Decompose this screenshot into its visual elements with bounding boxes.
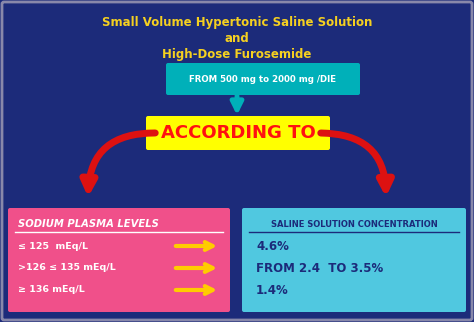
FancyBboxPatch shape xyxy=(242,208,466,312)
FancyBboxPatch shape xyxy=(8,208,230,312)
Text: >126 ≤ 135 mEq/L: >126 ≤ 135 mEq/L xyxy=(18,263,116,272)
Text: ≤ 125  mEq/L: ≤ 125 mEq/L xyxy=(18,242,88,251)
Text: and: and xyxy=(225,32,249,44)
Text: ≥ 136 mEq/L: ≥ 136 mEq/L xyxy=(18,286,85,295)
FancyBboxPatch shape xyxy=(166,63,360,95)
Text: High-Dose Furosemide: High-Dose Furosemide xyxy=(162,48,312,61)
Text: FROM 500 mg to 2000 mg /DIE: FROM 500 mg to 2000 mg /DIE xyxy=(190,74,337,83)
Text: ACCORDING TO: ACCORDING TO xyxy=(161,124,315,142)
Text: Small Volume Hypertonic Saline Solution: Small Volume Hypertonic Saline Solution xyxy=(102,15,372,29)
Text: SALINE SOLUTION CONCENTRATION: SALINE SOLUTION CONCENTRATION xyxy=(271,220,438,229)
Text: 4.6%: 4.6% xyxy=(256,240,289,252)
Text: FROM 2.4  TO 3.5%: FROM 2.4 TO 3.5% xyxy=(256,261,383,274)
Text: 1.4%: 1.4% xyxy=(256,283,289,297)
FancyBboxPatch shape xyxy=(146,116,330,150)
Text: SODIUM PLASMA LEVELS: SODIUM PLASMA LEVELS xyxy=(18,219,159,229)
